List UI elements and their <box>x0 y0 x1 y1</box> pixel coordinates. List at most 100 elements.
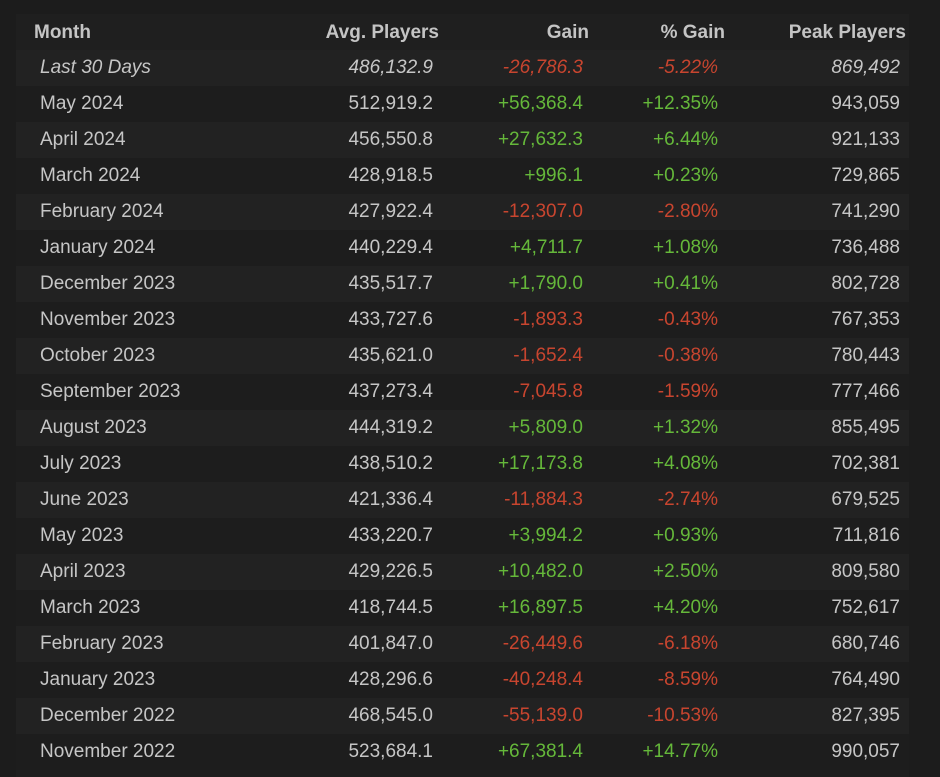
pct-gain-cell: -0.43% <box>657 309 718 330</box>
avg-players-cell: 486,132.9 <box>348 57 433 78</box>
pct-gain-cell: -0.38% <box>657 345 718 366</box>
gain-cell: +4,711.7 <box>509 237 583 258</box>
avg-players-cell: 401,847.0 <box>348 633 433 654</box>
table-header: Month Avg. Players Gain % Gain Peak Play… <box>16 14 909 50</box>
peak-players-cell: 764,490 <box>831 669 900 690</box>
gain-cell: -40,248.4 <box>502 669 583 690</box>
avg-players-cell: 433,220.7 <box>348 525 433 546</box>
gain-cell: +996.1 <box>524 165 583 186</box>
header-avg-players[interactable]: Avg. Players <box>325 22 439 43</box>
gain-cell: +5,809.0 <box>508 417 584 438</box>
table-row: December 2022 468,545.0 -55,139.0 -10.53% 82… <box>16 698 909 734</box>
month-cell: December 2023 <box>40 273 176 294</box>
header-gain[interactable]: Gain <box>546 22 589 43</box>
pct-gain-cell: +6.44% <box>653 129 718 150</box>
player-stats-table: Month Avg. Players Gain % Gain Peak Play… <box>16 14 909 777</box>
peak-players-cell: 679,525 <box>831 489 900 510</box>
peak-players-cell: 680,746 <box>831 633 900 654</box>
peak-players-cell: 943,059 <box>831 93 900 114</box>
peak-players-cell: 711,816 <box>832 525 900 546</box>
avg-players-cell: 418,744.5 <box>348 597 433 618</box>
month-cell: May 2024 <box>40 93 124 114</box>
peak-players-cell: 827,395 <box>831 705 900 726</box>
avg-players-cell: 523,684.1 <box>348 741 433 762</box>
pct-gain-cell: +2.50% <box>653 561 718 582</box>
gain-cell: -55,139.0 <box>502 705 583 726</box>
month-cell: April 2024 <box>40 129 126 150</box>
gain-cell: -1,652.4 <box>513 345 583 366</box>
table-row: January 2024 440,229.4 +4,711.7 +1.08% 736,4… <box>16 230 909 266</box>
pct-gain-cell: -6.18% <box>657 633 718 654</box>
month-cell: April 2023 <box>40 561 126 582</box>
avg-players-cell: 428,296.6 <box>348 669 433 690</box>
table-row: May 2024 512,919.2 +56,368.4 +12.35% 943,059 <box>16 86 909 122</box>
peak-players-cell: 802,728 <box>831 273 900 294</box>
table-row: May 2023 433,220.7 +3,994.2 +0.93% 711,816 <box>16 518 909 554</box>
month-cell: February 2023 <box>40 633 164 654</box>
gain-cell: +56,368.4 <box>497 93 583 114</box>
peak-players-cell: 809,580 <box>831 561 900 582</box>
gain-cell: +10,482.0 <box>497 561 583 582</box>
peak-players-cell: 702,381 <box>831 453 900 474</box>
month-cell: March 2024 <box>40 165 141 186</box>
table-row: April 2024 456,550.8 +27,632.3 +6.44% 921,13… <box>16 122 909 158</box>
peak-players-cell: 869,492 <box>831 57 900 78</box>
peak-players-cell: 921,133 <box>831 129 900 150</box>
gain-cell: +17,173.8 <box>497 453 583 474</box>
table-row: March 2024 428,918.5 +996.1 +0.23% 729,865 <box>16 158 909 194</box>
table-row: January 2023 428,296.6 -40,248.4 -8.59% 764,… <box>16 662 909 698</box>
month-cell: January 2023 <box>40 669 156 690</box>
avg-players-cell: 428,918.5 <box>348 165 433 186</box>
table-row: October 2023 435,621.0 -1,652.4 -0.38% 780,4… <box>16 338 909 374</box>
avg-players-cell: 427,922.4 <box>348 201 433 222</box>
pct-gain-cell: +1.32% <box>653 417 718 438</box>
gain-cell: +67,381.4 <box>497 741 583 762</box>
peak-players-cell: 777,466 <box>831 381 900 402</box>
month-cell: November 2023 <box>40 309 176 330</box>
pct-gain-cell: +4.08% <box>653 453 718 474</box>
header-month[interactable]: Month <box>34 22 91 43</box>
month-cell: September 2023 <box>40 381 181 402</box>
table-row: March 2023 418,744.5 +16,897.5 +4.20% 752,61… <box>16 590 909 626</box>
month-cell: February 2024 <box>40 201 164 222</box>
table-row: June 2023 421,336.4 -11,884.3 -2.74% 679,525 <box>16 482 909 518</box>
pct-gain-cell: +4.20% <box>653 597 718 618</box>
pct-gain-cell: +0.93% <box>653 525 718 546</box>
table-row: Last 30 Days 486,132.9 -26,786.3 -5.22% 869,… <box>16 50 909 86</box>
gain-cell: -11,884.3 <box>504 489 583 510</box>
avg-players-cell: 429,226.5 <box>348 561 433 582</box>
table-row: August 2023 444,319.2 +5,809.0 +1.32% 855,49… <box>16 410 909 446</box>
gain-cell: -26,786.3 <box>502 57 583 78</box>
pct-gain-cell: -10.53% <box>647 705 718 726</box>
month-cell: January 2024 <box>40 237 156 258</box>
avg-players-cell: 421,336.4 <box>348 489 433 510</box>
header-pct-gain[interactable]: % Gain <box>660 22 725 43</box>
peak-players-cell: 752,617 <box>831 597 900 618</box>
gain-cell: +1,790.0 <box>508 273 584 294</box>
pct-gain-cell: +0.23% <box>653 165 718 186</box>
avg-players-cell: 456,550.8 <box>348 129 433 150</box>
gain-cell: -1,893.3 <box>513 309 583 330</box>
pct-gain-cell: -2.80% <box>657 201 718 222</box>
gain-cell: +3,994.2 <box>508 525 584 546</box>
peak-players-cell: 780,443 <box>831 345 900 366</box>
avg-players-cell: 435,517.7 <box>348 273 433 294</box>
avg-players-cell: 438,510.2 <box>348 453 433 474</box>
pct-gain-cell: +1.08% <box>653 237 718 258</box>
avg-players-cell: 468,545.0 <box>348 705 433 726</box>
avg-players-cell: 435,621.0 <box>348 345 433 366</box>
avg-players-cell: 437,273.4 <box>348 381 433 402</box>
header-peak-players[interactable]: Peak Players <box>788 22 906 43</box>
peak-players-cell: 741,290 <box>831 201 900 222</box>
avg-players-cell: 444,319.2 <box>348 417 433 438</box>
table-body: Last 30 Days 486,132.9 -26,786.3 -5.22% 869,… <box>16 50 909 770</box>
table-row: September 2023 437,273.4 -7,045.8 -1.59% 777… <box>16 374 909 410</box>
month-cell: July 2023 <box>40 453 122 474</box>
avg-players-cell: 512,919.2 <box>348 93 433 114</box>
gain-cell: -26,449.6 <box>502 633 583 654</box>
table-row: December 2023 435,517.7 +1,790.0 +0.41% 802,… <box>16 266 909 302</box>
pct-gain-cell: +0.41% <box>653 273 718 294</box>
month-cell: August 2023 <box>40 417 147 438</box>
pct-gain-cell: +14.77% <box>642 741 718 762</box>
gain-cell: -12,307.0 <box>502 201 583 222</box>
